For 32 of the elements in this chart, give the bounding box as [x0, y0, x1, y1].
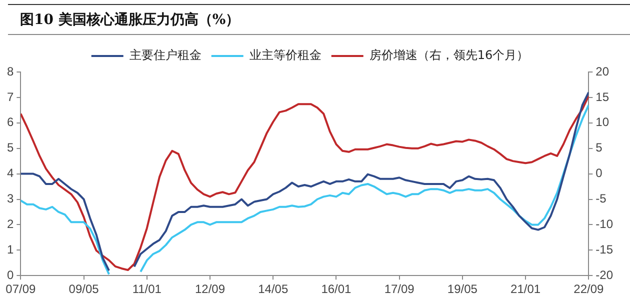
chart-title: 图10 美国核心通胀压力仍高（%）: [8, 4, 630, 35]
x-tick-label: 09/05: [68, 282, 100, 296]
x-tick-label: 19/05: [447, 282, 478, 296]
legend-label: 业主等价租金: [249, 48, 322, 62]
legend-label: 房价增速（右，领先16个月）: [369, 48, 529, 62]
x-tick-label: 21/01: [510, 282, 541, 296]
y-tick-label: 6: [6, 115, 14, 130]
y2-tick-label: 15: [596, 90, 610, 104]
x-tick-label: 16/01: [321, 282, 352, 296]
x-tick-label: 14/05: [258, 282, 288, 296]
y2-tick-label: -5: [596, 192, 607, 206]
y-tick-label: 0: [6, 268, 14, 282]
y-tick-label: 7: [6, 90, 14, 104]
y-tick-label: 2: [6, 217, 14, 232]
x-tick-label: 12/09: [194, 282, 226, 296]
y-tick-label: 5: [6, 140, 14, 155]
y2-tick-label: -10: [596, 217, 614, 232]
x-tick-label: 22/09: [574, 282, 604, 296]
x-tick-label: 11/01: [132, 282, 162, 296]
y-tick-label: 8: [6, 64, 14, 78]
y2-tick-label: 0: [596, 166, 603, 180]
legend-label: 主要住户租金: [129, 48, 202, 62]
y2-tick-label: -15: [596, 242, 614, 256]
y2-tick-label: -20: [596, 268, 614, 282]
y-tick-label: 1: [6, 242, 14, 256]
y2-tick-label: 20: [596, 64, 610, 78]
y2-tick-label: 10: [596, 115, 610, 130]
x-tick-label: 17/09: [384, 282, 415, 296]
x-tick-label: 07/09: [6, 282, 36, 296]
y-tick-label: 4: [6, 166, 14, 180]
y2-tick-label: 5: [596, 140, 603, 155]
y-tick-label: 3: [6, 192, 14, 206]
